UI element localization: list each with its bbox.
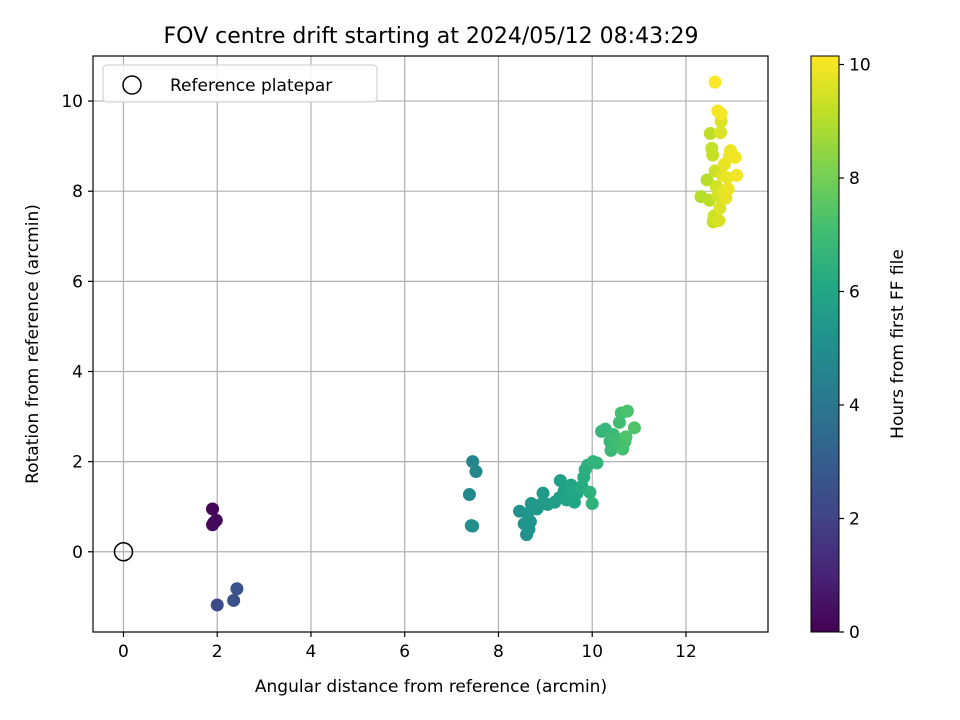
plot-frame bbox=[92, 55, 769, 633]
legend: Reference platepar bbox=[102, 64, 378, 103]
data-point bbox=[714, 107, 728, 121]
data-point bbox=[466, 519, 480, 533]
data-point bbox=[210, 598, 224, 612]
x-tick-label: 8 bbox=[493, 642, 504, 662]
x-tick-label: 4 bbox=[306, 642, 317, 662]
data-point bbox=[553, 474, 567, 488]
data-point bbox=[721, 182, 735, 196]
x-axis-label: Angular distance from reference (arcmin) bbox=[255, 677, 607, 697]
data-points bbox=[206, 75, 744, 612]
data-point bbox=[620, 404, 634, 418]
x-tick-label: 0 bbox=[118, 642, 129, 662]
x-axis-ticks: 0 2 4 6 8 10 12 bbox=[118, 632, 697, 662]
data-point bbox=[703, 127, 717, 141]
data-point bbox=[466, 455, 480, 469]
data-point bbox=[706, 148, 720, 162]
data-point bbox=[590, 456, 604, 470]
data-point bbox=[227, 593, 241, 607]
data-point bbox=[206, 502, 220, 516]
data-point bbox=[462, 488, 476, 502]
data-point bbox=[730, 168, 744, 182]
colorbar-ticks: 0 2 4 6 8 10 bbox=[839, 56, 871, 643]
colorbar-tick-label: 0 bbox=[849, 623, 860, 643]
y-axis-label: Rotation from reference (arcmin) bbox=[23, 204, 43, 484]
chart-title: FOV centre drift starting at 2024/05/12 … bbox=[164, 24, 699, 49]
reference-platepar-marker bbox=[113, 542, 134, 562]
data-point bbox=[583, 485, 597, 499]
y-tick-label: 10 bbox=[61, 92, 83, 112]
data-point bbox=[619, 430, 633, 444]
y-tick-label: 6 bbox=[72, 272, 83, 292]
data-point bbox=[708, 75, 722, 89]
colorbar-tick-label: 6 bbox=[849, 283, 860, 303]
colorbar-label: Hours from first FF file bbox=[888, 249, 908, 439]
data-point bbox=[712, 214, 726, 228]
legend-box bbox=[102, 64, 378, 103]
y-tick-label: 8 bbox=[72, 182, 83, 202]
data-point bbox=[536, 486, 550, 500]
colorbar-tick-label: 8 bbox=[849, 169, 860, 189]
x-tick-label: 10 bbox=[581, 642, 603, 662]
legend-reference-marker bbox=[122, 75, 142, 95]
data-point bbox=[627, 421, 641, 435]
data-point bbox=[230, 582, 244, 596]
x-tick-label: 12 bbox=[675, 642, 697, 662]
data-point bbox=[469, 465, 483, 479]
colorbar-tick-label: 10 bbox=[849, 56, 871, 76]
x-tick-label: 6 bbox=[399, 642, 410, 662]
colorbar-tick-label: 4 bbox=[849, 396, 860, 416]
legend-reference-label: Reference platepar bbox=[170, 76, 332, 96]
y-tick-label: 4 bbox=[72, 362, 83, 382]
data-point bbox=[700, 173, 714, 187]
data-point bbox=[206, 518, 220, 532]
data-point bbox=[585, 497, 599, 511]
x-tick-label: 2 bbox=[212, 642, 223, 662]
colorbar bbox=[810, 55, 840, 633]
data-point bbox=[714, 126, 728, 140]
data-point bbox=[728, 150, 742, 164]
y-tick-label: 2 bbox=[72, 453, 83, 473]
data-point bbox=[713, 201, 727, 215]
y-tick-label: 0 bbox=[72, 543, 83, 563]
colorbar-tick-label: 2 bbox=[849, 510, 860, 530]
grid bbox=[93, 56, 768, 632]
y-axis-ticks: 0 2 4 6 8 10 bbox=[61, 92, 93, 563]
